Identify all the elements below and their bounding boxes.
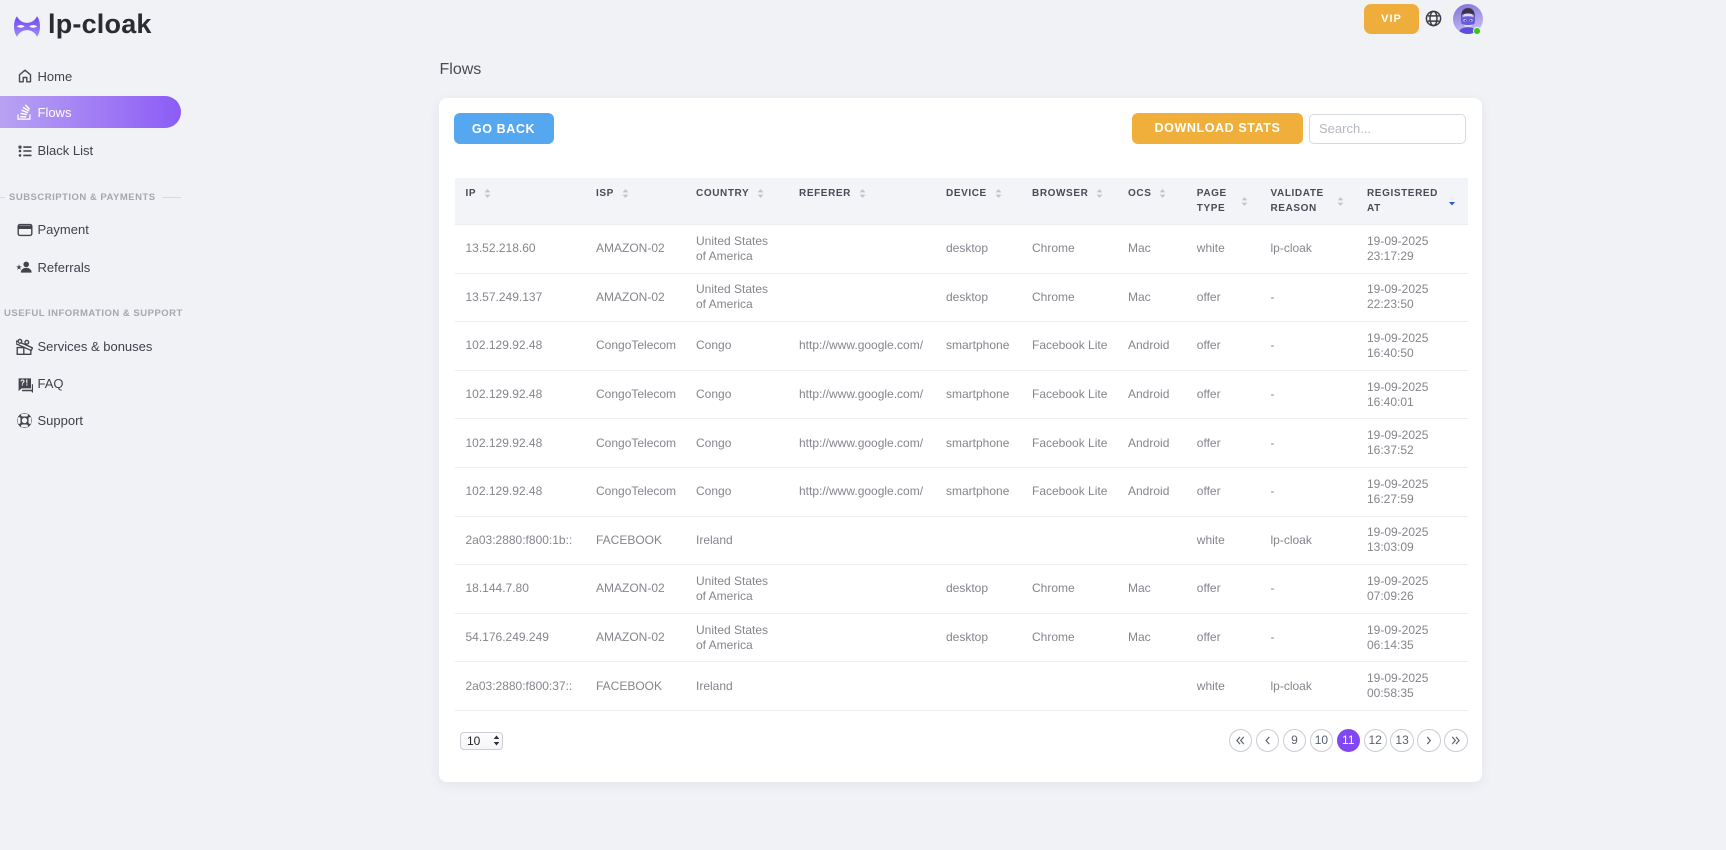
svg-text:?!: ?! [20,378,29,387]
